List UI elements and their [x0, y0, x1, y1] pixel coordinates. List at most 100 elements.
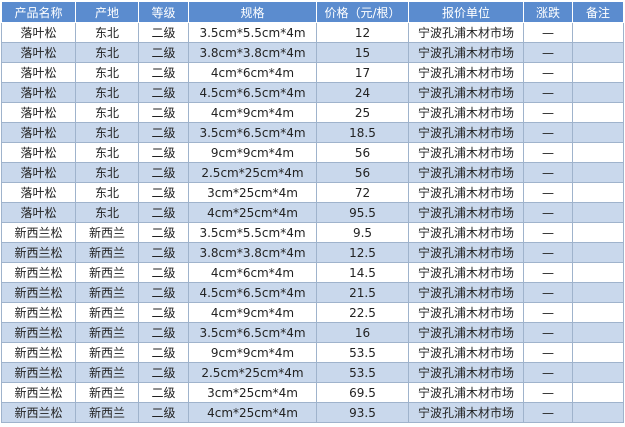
header-cell: 产品名称 — [1, 1, 76, 23]
table-row: 落叶松 东北 二级 4cm*6cm*4m 17 宁波孔浦木材市场 — — [1, 62, 624, 83]
table-cell: — — [523, 362, 573, 383]
table-cell: 新西兰 — [75, 242, 139, 263]
table-cell: 宁波孔浦木材市场 — [408, 202, 524, 223]
table-cell: 14.5 — [316, 262, 409, 283]
table-cell: 宁波孔浦木材市场 — [408, 22, 524, 43]
table-cell — [572, 262, 624, 283]
table-cell: 新西兰 — [75, 342, 139, 363]
table-cell: 4cm*9cm*4m — [188, 102, 317, 123]
table-row: 落叶松 东北 二级 9cm*9cm*4m 56 宁波孔浦木材市场 — — [1, 142, 624, 163]
table-row: 落叶松 东北 二级 2.5cm*25cm*4m 56 宁波孔浦木材市场 — — [1, 162, 624, 183]
table-cell: 二级 — [138, 402, 189, 423]
table-cell: — — [523, 62, 573, 83]
table-row: 新西兰松 新西兰 二级 3.5cm*5.5cm*4m 9.5 宁波孔浦木材市场 — — [1, 222, 624, 243]
table-cell: 4.5cm*6.5cm*4m — [188, 282, 317, 303]
table-cell — [572, 342, 624, 363]
header-cell: 涨跌 — [523, 1, 573, 23]
header-row: 产品名称 产地 等级 规格 价格（元/根） 报价单位 涨跌 备注 — [1, 1, 624, 23]
table-row: 新西兰松 新西兰 二级 4.5cm*6.5cm*4m 21.5 宁波孔浦木材市场 — — [1, 282, 624, 303]
table-row: 落叶松 东北 二级 3.5cm*6.5cm*4m 18.5 宁波孔浦木材市场 — — [1, 122, 624, 143]
table-cell — [572, 62, 624, 83]
table-cell — [572, 222, 624, 243]
table-cell: 东北 — [75, 22, 139, 43]
table-cell: 二级 — [138, 22, 189, 43]
table-cell: 落叶松 — [1, 182, 76, 203]
table-cell: 二级 — [138, 82, 189, 103]
table-cell: 新西兰松 — [1, 382, 76, 403]
table-row: 新西兰松 新西兰 二级 3.8cm*3.8cm*4m 12.5 宁波孔浦木材市场 — — [1, 242, 624, 263]
table-cell: 落叶松 — [1, 162, 76, 183]
table-cell: 新西兰 — [75, 402, 139, 423]
table-cell: 东北 — [75, 62, 139, 83]
header-cell: 产地 — [75, 1, 139, 23]
table-cell: 落叶松 — [1, 82, 76, 103]
table-cell: 56 — [316, 142, 409, 163]
table-cell: 二级 — [138, 182, 189, 203]
table-cell: 宁波孔浦木材市场 — [408, 162, 524, 183]
table-cell: — — [523, 382, 573, 403]
table-cell: 12 — [316, 22, 409, 43]
table-cell: 72 — [316, 182, 409, 203]
table-cell: 93.5 — [316, 402, 409, 423]
table-cell: 二级 — [138, 282, 189, 303]
table-row: 落叶松 东北 二级 4cm*25cm*4m 95.5 宁波孔浦木材市场 — — [1, 202, 624, 223]
table-cell: — — [523, 342, 573, 363]
table-cell: 4cm*6cm*4m — [188, 262, 317, 283]
table-cell: 新西兰松 — [1, 222, 76, 243]
table-cell: 二级 — [138, 122, 189, 143]
table-cell: 9cm*9cm*4m — [188, 342, 317, 363]
table-cell: 新西兰松 — [1, 302, 76, 323]
table-cell: 二级 — [138, 102, 189, 123]
table-cell: 新西兰松 — [1, 282, 76, 303]
table-cell: 宁波孔浦木材市场 — [408, 322, 524, 343]
table-cell: 二级 — [138, 162, 189, 183]
table-cell: 53.5 — [316, 362, 409, 383]
table-cell: 二级 — [138, 362, 189, 383]
table-cell: 落叶松 — [1, 142, 76, 163]
table-cell: 宁波孔浦木材市场 — [408, 342, 524, 363]
table-cell: 17 — [316, 62, 409, 83]
table-row: 新西兰松 新西兰 二级 2.5cm*25cm*4m 53.5 宁波孔浦木材市场 — — [1, 362, 624, 383]
table-cell: 16 — [316, 322, 409, 343]
table-cell: — — [523, 302, 573, 323]
table-cell: 二级 — [138, 62, 189, 83]
table-cell: 4cm*25cm*4m — [188, 202, 317, 223]
table-cell — [572, 402, 624, 423]
table-cell: 21.5 — [316, 282, 409, 303]
table-cell: 新西兰松 — [1, 262, 76, 283]
table-cell: 新西兰 — [75, 282, 139, 303]
table-cell: — — [523, 282, 573, 303]
table-row: 新西兰松 新西兰 二级 3.5cm*6.5cm*4m 16 宁波孔浦木材市场 — — [1, 322, 624, 343]
table-cell: 落叶松 — [1, 102, 76, 123]
table-cell: 二级 — [138, 262, 189, 283]
header-cell: 备注 — [572, 1, 624, 23]
table-row: 新西兰松 新西兰 二级 3cm*25cm*4m 69.5 宁波孔浦木材市场 — — [1, 382, 624, 403]
table-cell — [572, 182, 624, 203]
table-cell: — — [523, 322, 573, 343]
table-cell: 东北 — [75, 82, 139, 103]
table-cell: 宁波孔浦木材市场 — [408, 222, 524, 243]
table-cell: 二级 — [138, 322, 189, 343]
table-cell: 3.5cm*6.5cm*4m — [188, 322, 317, 343]
table-cell: 4cm*6cm*4m — [188, 62, 317, 83]
table-cell: 二级 — [138, 42, 189, 63]
table-cell: 东北 — [75, 42, 139, 63]
table-row: 落叶松 东北 二级 3.8cm*3.8cm*4m 15 宁波孔浦木材市场 — — [1, 42, 624, 63]
table-cell: 二级 — [138, 302, 189, 323]
table-cell: 新西兰 — [75, 382, 139, 403]
table-cell: 95.5 — [316, 202, 409, 223]
table-cell: 22.5 — [316, 302, 409, 323]
table-cell: 3cm*25cm*4m — [188, 182, 317, 203]
table-cell — [572, 122, 624, 143]
table-cell: 3.5cm*5.5cm*4m — [188, 22, 317, 43]
table-cell: 宁波孔浦木材市场 — [408, 242, 524, 263]
table-cell: 新西兰松 — [1, 362, 76, 383]
table-cell: 新西兰松 — [1, 242, 76, 263]
table-cell: 宁波孔浦木材市场 — [408, 402, 524, 423]
table-cell — [572, 242, 624, 263]
table-row: 新西兰松 新西兰 二级 4cm*9cm*4m 22.5 宁波孔浦木材市场 — — [1, 302, 624, 323]
table-row: 新西兰松 新西兰 二级 9cm*9cm*4m 53.5 宁波孔浦木材市场 — — [1, 342, 624, 363]
table-cell: 东北 — [75, 142, 139, 163]
table-cell: 新西兰 — [75, 322, 139, 343]
